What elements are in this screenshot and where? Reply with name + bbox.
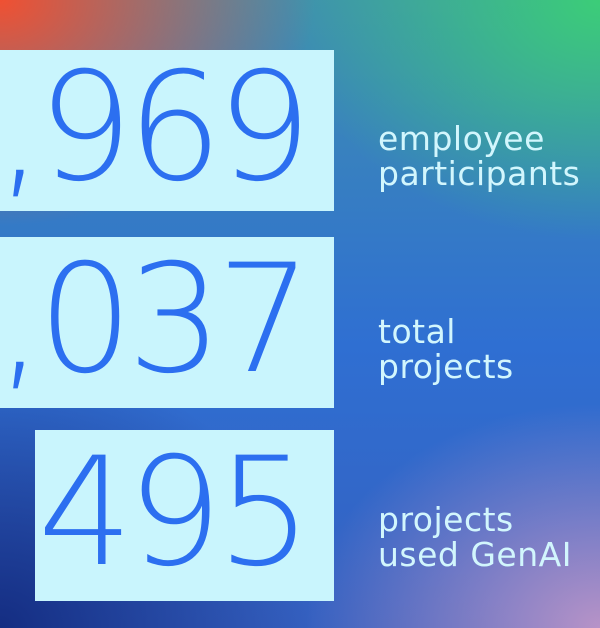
stat-value: 495 xyxy=(37,430,312,600)
stat-box: 495 xyxy=(35,430,334,601)
stat-label: projects used GenAI xyxy=(378,502,572,572)
stat-value: 4,969 xyxy=(0,50,312,211)
label-line: projects xyxy=(378,347,514,386)
stat-box: 4,969 xyxy=(0,50,334,211)
stat-label: total projects xyxy=(378,314,514,384)
label-line: used GenAI xyxy=(378,535,572,574)
label-line: employee xyxy=(378,119,545,158)
label-line: participants xyxy=(378,154,581,193)
stat-label: employee participants xyxy=(378,121,580,191)
label-line: projects xyxy=(378,500,514,539)
stat-box: 2,037 xyxy=(0,237,334,408)
label-line: total xyxy=(378,312,456,351)
stat-value: 2,037 xyxy=(0,237,312,407)
